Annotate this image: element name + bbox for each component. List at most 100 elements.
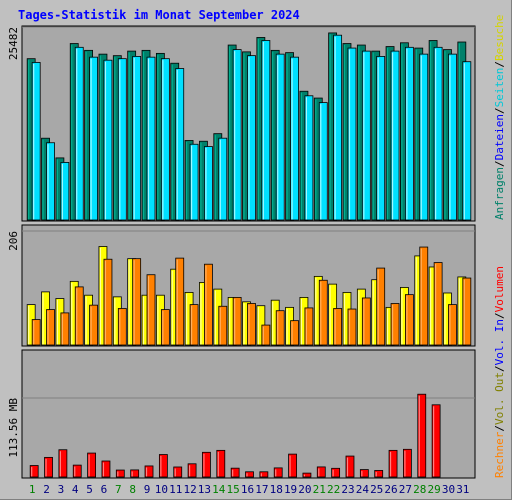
- bar-dateien-day-1: [31, 62, 41, 221]
- bar-dateien-day-24: [361, 50, 371, 221]
- bar-dateien-day-11: [175, 68, 185, 221]
- x-tick-label-day-19: 19: [284, 483, 297, 496]
- legend-entry-dateien: Dateien: [493, 114, 506, 160]
- bar-dateien-day-29: [433, 46, 443, 221]
- x-tick-label-day-28: 28: [413, 483, 426, 496]
- bar-rechner-day-4: [74, 286, 84, 346]
- bar-volumen-day-23: [345, 455, 355, 478]
- x-tick-label-day-26: 26: [384, 483, 397, 496]
- legend-separator: /: [493, 107, 506, 114]
- bar-volumen-day-22: [331, 467, 341, 478]
- bar-rechner-day-16: [247, 303, 256, 346]
- bar-dateien-day-19: [290, 56, 299, 221]
- bar-dateien-day-8: [132, 56, 142, 221]
- bar-dateien-day-21: [318, 102, 328, 221]
- bar-volumen-day-20: [302, 472, 312, 478]
- x-tick-label-day-6: 6: [101, 483, 108, 496]
- legend-entry-anfragen: Anfragen: [493, 167, 506, 220]
- bar-dateien-day-2: [46, 142, 55, 221]
- bar-volumen-day-3: [58, 449, 68, 478]
- bar-volumen-day-2: [44, 456, 53, 478]
- x-tick-label-day-8: 8: [129, 483, 136, 496]
- bar-rechner-day-3: [60, 312, 70, 346]
- bar-rechner-day-25: [376, 267, 386, 346]
- legend-entry-vol-out: Vol. Out: [493, 372, 506, 425]
- bar-rechner-day-23: [347, 308, 357, 346]
- bar-dateien-day-26: [390, 50, 400, 221]
- x-tick-label-day-18: 18: [270, 483, 283, 496]
- bar-rechner-day-29: [433, 262, 443, 346]
- x-tick-label-day-20: 20: [298, 483, 311, 496]
- bar-volumen-day-28: [417, 393, 427, 478]
- x-tick-label-day-21: 21: [313, 483, 326, 496]
- bar-volumen-day-21: [316, 466, 326, 478]
- bar-rechner-day-2: [46, 309, 55, 346]
- chart-panel-3: 113.56 MB: [7, 349, 476, 479]
- bar-dateien-day-17: [261, 40, 271, 221]
- bar-volumen-day-7: [115, 469, 125, 478]
- bar-volumen-day-11: [173, 466, 183, 478]
- bar-volumen-day-15: [230, 467, 240, 478]
- bar-rechner-day-9: [146, 274, 156, 346]
- plot-area: [21, 349, 476, 479]
- bar-dateien-day-27: [405, 46, 414, 221]
- bar-dateien-day-22: [333, 34, 343, 221]
- y-tick-label: 25482: [7, 27, 20, 60]
- legend-separator: /: [493, 312, 506, 319]
- x-tick-label-day-12: 12: [183, 483, 196, 496]
- x-tick-label-day-4: 4: [72, 483, 79, 496]
- bar-dateien-day-4: [74, 46, 84, 221]
- x-tick-label-day-10: 10: [155, 483, 168, 496]
- x-tick-label-day-30: 30: [442, 483, 455, 496]
- bar-rechner-day-22: [333, 308, 343, 346]
- bar-rechner-day-21: [318, 279, 328, 346]
- x-tick-label-day-9: 9: [144, 483, 151, 496]
- bar-rechner-day-30: [448, 304, 457, 346]
- bar-volumen-day-26: [388, 449, 398, 478]
- bar-rechner-day-17: [261, 324, 271, 346]
- bar-rechner-day-13: [204, 263, 213, 346]
- chart-panel-1: 25482: [7, 25, 476, 222]
- bar-dateien-day-9: [146, 56, 156, 221]
- bar-volumen-day-13: [202, 451, 211, 478]
- bar-rechner-day-10: [160, 309, 170, 346]
- bar-volumen-day-27: [403, 448, 412, 478]
- bar-rechner-day-14: [218, 305, 228, 346]
- bar-rechner-day-8: [132, 258, 142, 346]
- bar-volumen-day-5: [87, 452, 96, 478]
- bar-rechner-day-20: [304, 307, 314, 346]
- legend-entry-besuche: Besuche: [493, 15, 506, 61]
- bar-dateien-day-13: [204, 146, 213, 221]
- bar-rechner-day-12: [189, 304, 199, 346]
- bar-volumen-day-18: [273, 467, 283, 478]
- bar-rechner-day-19: [290, 320, 299, 346]
- x-tick-label-day-5: 5: [86, 483, 93, 496]
- bar-dateien-day-28: [419, 53, 429, 221]
- bar-volumen-day-29: [431, 404, 441, 478]
- side-legend-1: Anfragen/Dateien/Seiten/Besuche: [493, 15, 506, 220]
- x-tick-label-day-13: 13: [198, 483, 211, 496]
- bar-dateien-day-31: [462, 61, 472, 221]
- bar-rechner-day-18: [275, 310, 285, 346]
- x-tick-label-day-23: 23: [341, 483, 354, 496]
- bar-dateien-day-10: [160, 58, 170, 221]
- y-tick-label: 113.56 MB: [7, 398, 20, 458]
- side-legend-2: Rechner/Vol. Out/Vol. In/Volumen: [493, 266, 506, 478]
- bar-dateien-day-25: [376, 56, 386, 221]
- chart-panel-2: 206: [7, 224, 476, 347]
- bar-rechner-day-27: [405, 294, 414, 346]
- bar-volumen-day-19: [288, 453, 297, 478]
- bar-rechner-day-5: [89, 304, 98, 346]
- bar-rechner-day-26: [390, 303, 400, 346]
- bar-rechner-day-31: [462, 277, 472, 346]
- bar-dateien-day-14: [218, 137, 228, 221]
- x-tick-label-day-14: 14: [212, 483, 226, 496]
- bar-dateien-day-5: [89, 56, 98, 221]
- y-tick-label: 206: [7, 231, 20, 251]
- bar-dateien-day-18: [275, 53, 285, 221]
- bar-dateien-day-30: [448, 53, 457, 221]
- legend-entry-vol-in: Vol. In: [493, 319, 506, 365]
- bar-volumen-day-6: [101, 460, 111, 478]
- bar-volumen-day-25: [374, 470, 384, 478]
- bar-volumen-day-16: [245, 471, 254, 478]
